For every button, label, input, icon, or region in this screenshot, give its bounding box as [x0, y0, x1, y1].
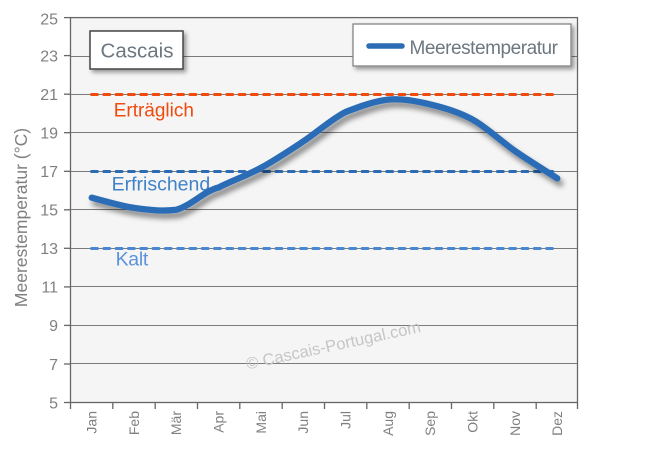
svg-text:7: 7 — [49, 357, 58, 374]
svg-text:5: 5 — [49, 395, 58, 412]
svg-text:Aug: Aug — [380, 411, 396, 436]
svg-text:Jun: Jun — [295, 411, 311, 434]
svg-text:Jan: Jan — [84, 411, 100, 434]
svg-text:Sep: Sep — [422, 411, 438, 436]
svg-text:Mär: Mär — [168, 411, 184, 435]
svg-text:Dez: Dez — [549, 411, 565, 436]
svg-text:Erträglich: Erträglich — [114, 100, 194, 121]
svg-text:Kalt: Kalt — [116, 249, 149, 271]
svg-text:Apr: Apr — [211, 411, 227, 433]
svg-text:Feb: Feb — [126, 411, 142, 435]
svg-text:21: 21 — [40, 87, 58, 104]
svg-text:Meerestemperatur (°C): Meerestemperatur (°C) — [11, 128, 31, 307]
svg-text:9: 9 — [49, 318, 58, 335]
svg-text:Nov: Nov — [507, 411, 523, 436]
svg-text:19: 19 — [40, 126, 58, 143]
svg-text:13: 13 — [40, 241, 58, 258]
svg-text:25: 25 — [40, 11, 58, 28]
svg-text:Okt: Okt — [465, 411, 481, 433]
svg-text:Erfrischend: Erfrischend — [112, 173, 211, 195]
svg-text:Jul: Jul — [338, 411, 354, 429]
svg-text:Mai: Mai — [253, 411, 269, 434]
svg-text:11: 11 — [41, 280, 58, 297]
svg-text:15: 15 — [40, 203, 58, 220]
svg-text:Meerestemperatur: Meerestemperatur — [410, 38, 559, 59]
svg-text:Cascais: Cascais — [101, 39, 174, 62]
svg-text:17: 17 — [40, 164, 58, 181]
svg-text:23: 23 — [40, 48, 58, 65]
